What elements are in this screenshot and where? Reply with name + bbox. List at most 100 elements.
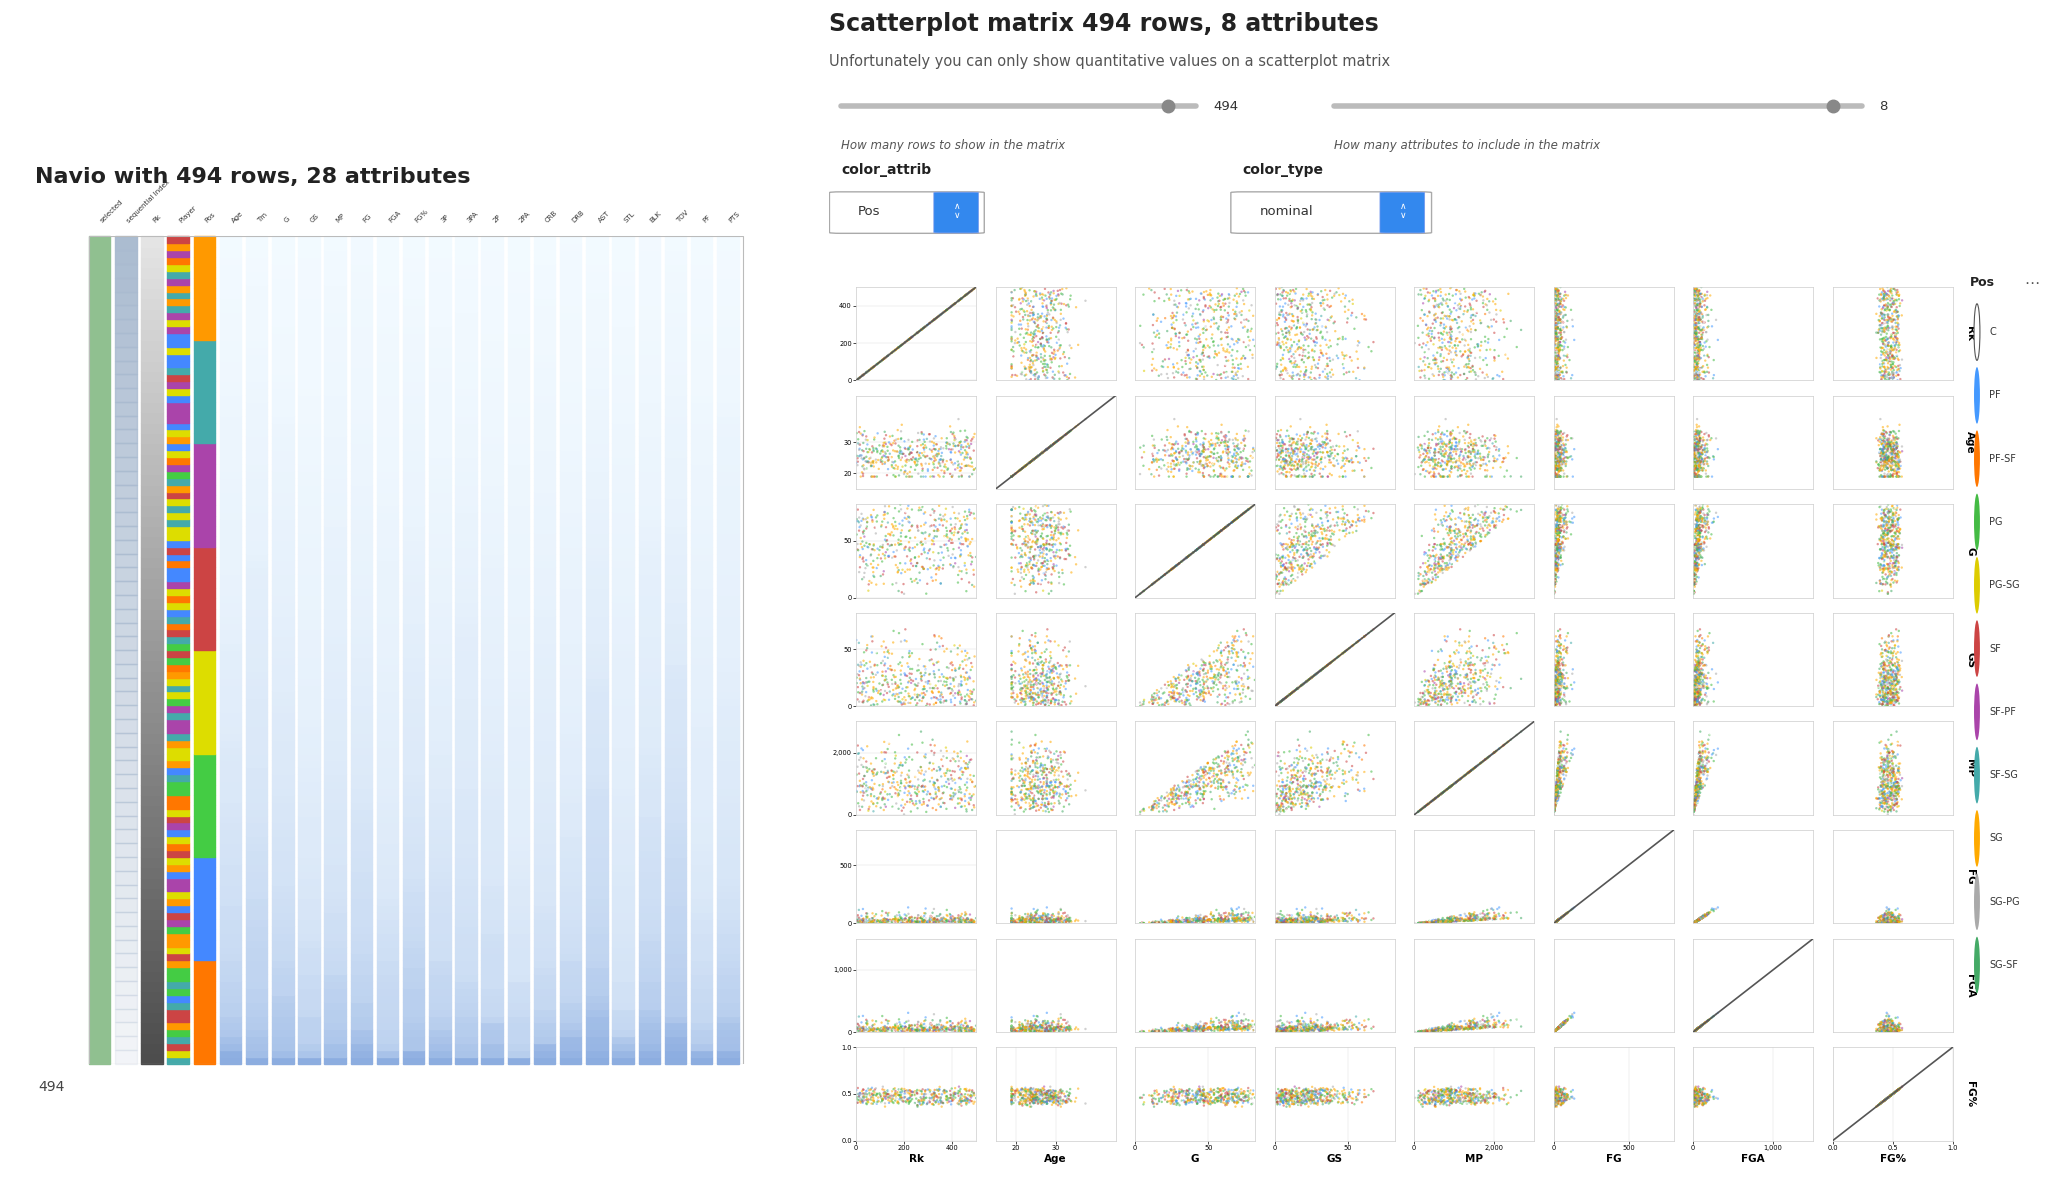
Point [1036,909,1069,928]
Point [1540,433,1573,452]
Point [881,1085,913,1104]
Point [1157,444,1190,463]
Point [1679,1020,1712,1039]
Point [1155,560,1188,579]
Point [1681,430,1714,449]
Point [1026,442,1059,461]
Point [1229,649,1262,668]
Point [1272,790,1305,808]
Bar [299,492,319,499]
Point [1882,1080,1915,1099]
Point [1679,793,1712,812]
Bar [350,1008,373,1015]
Point [1679,1091,1712,1110]
Point [1028,913,1061,931]
Point [905,320,938,339]
Point [866,676,899,695]
Point [956,772,989,791]
Point [1542,1093,1575,1112]
Point [1417,541,1450,560]
Bar [639,560,659,567]
Point [1432,550,1464,569]
Point [1540,1020,1573,1039]
Point [1878,1019,1911,1038]
Point [944,675,977,694]
Point [1679,1020,1712,1039]
Point [954,910,987,929]
Point [1169,785,1202,804]
Point [1231,1078,1264,1097]
Bar [481,346,504,353]
Point [1679,670,1712,689]
Point [1864,1021,1896,1040]
Point [1006,913,1038,931]
Point [1026,664,1059,683]
Bar [377,409,397,416]
Bar [586,898,608,905]
Point [872,785,905,804]
Point [924,305,956,324]
Point [874,1019,907,1038]
Point [1681,911,1714,930]
Point [1454,539,1487,558]
Point [924,798,956,817]
Point [1542,1019,1575,1038]
Point [1878,911,1911,930]
Point [1272,1091,1305,1110]
Point [1178,909,1210,928]
Point [1540,1020,1573,1039]
Point [1262,914,1294,933]
Point [1458,454,1491,473]
Point [1018,1019,1051,1038]
Point [860,356,893,375]
Point [1874,676,1907,695]
Point [1702,673,1735,691]
Point [1034,437,1067,456]
Point [1485,736,1518,755]
Point [1868,686,1901,704]
Bar [377,706,397,712]
Bar [690,850,713,857]
Point [1407,450,1440,469]
Point [1681,911,1714,930]
Point [1683,910,1716,929]
Point [897,424,930,443]
Point [1403,803,1436,821]
Point [920,1080,952,1099]
Point [995,507,1028,526]
Bar [612,905,633,913]
Point [1542,745,1575,764]
Point [1163,553,1196,572]
Point [1681,911,1714,930]
Point [1542,910,1575,929]
Point [1540,1020,1573,1039]
Point [1417,913,1450,931]
Point [934,905,967,924]
Point [1880,794,1913,813]
Point [995,911,1028,930]
Point [1878,1020,1911,1039]
Point [1030,355,1063,374]
Point [1018,1082,1051,1100]
Point [1864,297,1896,316]
Point [950,800,983,819]
Point [1681,911,1714,930]
Point [1690,1090,1722,1109]
Point [1436,691,1468,710]
Bar [559,650,582,657]
Point [1417,570,1450,589]
Point [1454,294,1487,313]
Bar [586,816,608,823]
Point [868,1086,901,1105]
Point [1540,778,1573,797]
Point [1677,326,1710,345]
Bar [88,236,111,1064]
Point [1544,758,1577,777]
Point [1878,656,1911,675]
Bar [246,712,268,719]
Point [1679,338,1712,357]
Point [1311,1092,1343,1111]
Point [1880,773,1913,792]
Point [1272,913,1305,931]
Point [1026,1020,1059,1039]
